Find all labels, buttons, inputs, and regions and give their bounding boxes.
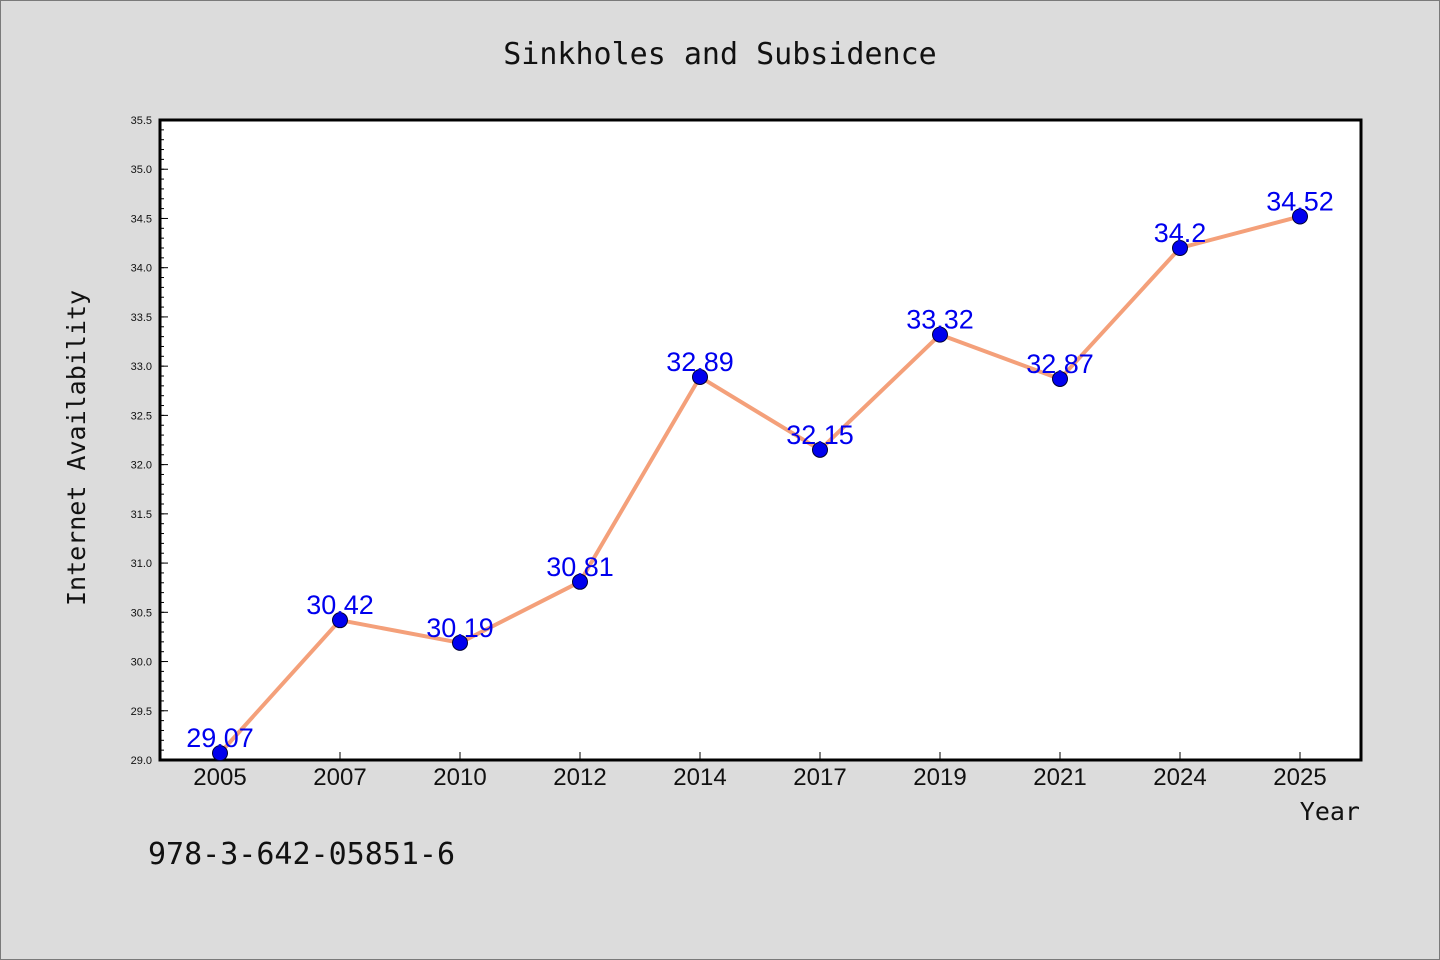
data-point bbox=[572, 573, 588, 590]
y-tick-label: 33.0 bbox=[131, 361, 152, 373]
data-label: 34.2 bbox=[1154, 218, 1207, 248]
y-tick-label: 31.0 bbox=[131, 558, 152, 570]
data-point bbox=[812, 441, 828, 458]
x-tick-label: 2021 bbox=[1033, 764, 1086, 791]
data-label: 32.89 bbox=[666, 347, 734, 377]
chart-title: Sinkholes and Subsidence bbox=[503, 37, 936, 72]
data-point bbox=[1292, 208, 1308, 225]
y-tick-label: 32.0 bbox=[131, 460, 152, 472]
y-tick-label: 32.5 bbox=[131, 410, 152, 422]
x-tick-label: 2025 bbox=[1273, 764, 1326, 791]
x-tick-label: 2010 bbox=[433, 764, 486, 791]
x-axis: 2005 2007 2010 2012 2014 2017 2019 2021 2024 2025 bbox=[193, 752, 1327, 791]
series-layer bbox=[212, 208, 1308, 762]
x-tick-label: 2019 bbox=[913, 764, 966, 791]
y-tick-label: 35.5 bbox=[131, 115, 152, 127]
x-tick-label: 2024 bbox=[1153, 764, 1206, 791]
data-point bbox=[332, 612, 348, 629]
data-point bbox=[932, 326, 948, 343]
x-tick-label: 2005 bbox=[193, 764, 246, 791]
y-tick-label: 29.5 bbox=[131, 706, 152, 718]
y-axis-label: Internet Availability bbox=[62, 290, 91, 606]
y-tick-label: 34.5 bbox=[131, 213, 152, 225]
y-tick-label: 35.0 bbox=[131, 164, 152, 176]
data-label: 32.15 bbox=[786, 420, 854, 450]
y-tick-label: 34.0 bbox=[131, 263, 152, 275]
data-label: 33.32 bbox=[906, 305, 974, 335]
series-line bbox=[218, 214, 1301, 755]
data-label: 30.19 bbox=[426, 613, 494, 643]
y-axis: 29.0 29.5 30.0 30.5 31.0 31.5 32.0 32.5 33.0 33.5… bbox=[131, 115, 168, 767]
x-tick-label: 2012 bbox=[553, 764, 606, 791]
x-tick-label: 2007 bbox=[313, 764, 366, 791]
data-point bbox=[1052, 370, 1068, 387]
x-tick-label: 2014 bbox=[673, 764, 726, 791]
data-label: 34.52 bbox=[1266, 186, 1334, 216]
y-tick-label: 30.5 bbox=[131, 607, 152, 619]
data-label-layer: 29.07 30.42 30.19 30.81 32.89 32.15 33.32 32.87… bbox=[186, 186, 1334, 753]
footer-code: 978-3-642-05851-6 bbox=[148, 837, 455, 872]
y-tick-label: 29.0 bbox=[131, 755, 152, 767]
data-label: 30.42 bbox=[306, 590, 374, 620]
data-point bbox=[212, 745, 228, 762]
plot-area bbox=[158, 118, 1363, 762]
x-tick-label: 2017 bbox=[793, 764, 846, 791]
data-point bbox=[692, 368, 708, 385]
data-label: 29.07 bbox=[186, 723, 254, 753]
data-label: 32.87 bbox=[1026, 349, 1094, 379]
y-tick-label: 31.5 bbox=[131, 509, 152, 521]
x-axis-label: Year bbox=[1300, 797, 1360, 826]
y-tick-label: 33.5 bbox=[131, 312, 152, 324]
y-tick-label: 30.0 bbox=[131, 657, 152, 669]
data-point bbox=[452, 634, 468, 651]
data-label: 30.81 bbox=[546, 552, 614, 582]
data-point bbox=[1172, 240, 1188, 256]
